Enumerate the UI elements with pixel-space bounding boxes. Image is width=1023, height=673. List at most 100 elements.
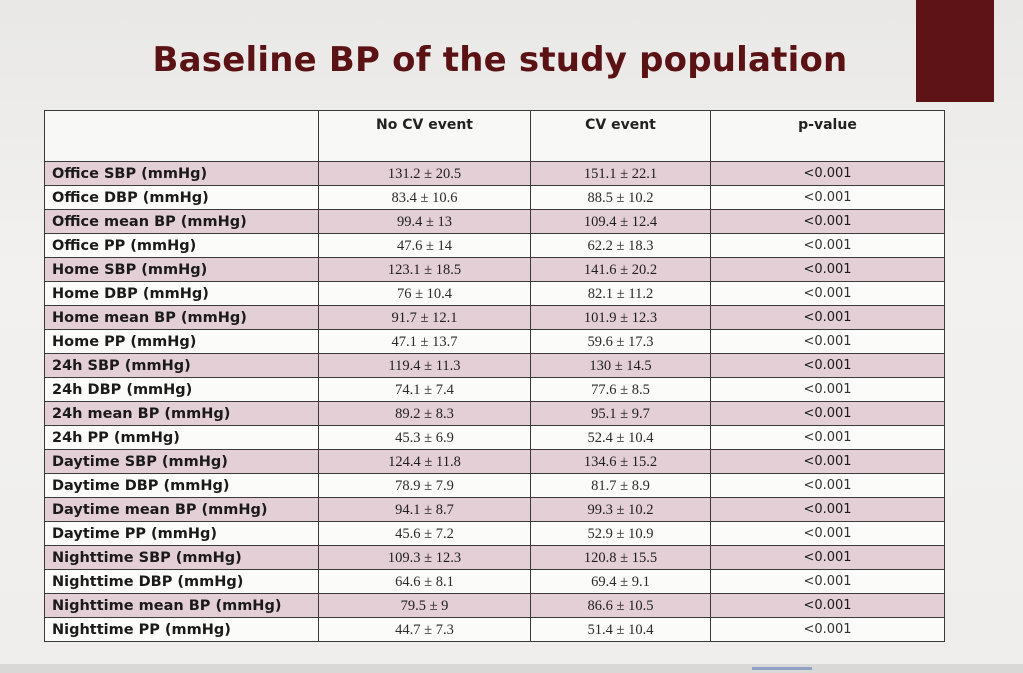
- p-value: <0.001: [710, 305, 945, 330]
- cv-value: 95.1 ± 9.7: [530, 401, 711, 426]
- cv-value: 82.1 ± 11.2: [530, 281, 711, 306]
- no-cv-value: 99.4 ± 13: [318, 209, 531, 234]
- table-row: Home mean BP (mmHg) 91.7 ± 12.1 101.9 ± …: [44, 305, 945, 330]
- cv-value: 77.6 ± 8.5: [530, 377, 711, 402]
- no-cv-value: 47.1 ± 13.7: [318, 329, 531, 354]
- row-label: Office DBP (mmHg): [44, 185, 319, 210]
- table-row: Office mean BP (mmHg) 99.4 ± 13 109.4 ± …: [44, 209, 945, 234]
- table-row: Daytime SBP (mmHg) 124.4 ± 11.8 134.6 ± …: [44, 449, 945, 474]
- no-cv-value: 94.1 ± 8.7: [318, 497, 531, 522]
- table-row: 24h mean BP (mmHg) 89.2 ± 8.3 95.1 ± 9.7…: [44, 401, 945, 426]
- p-value: <0.001: [710, 377, 945, 402]
- cv-value: 99.3 ± 10.2: [530, 497, 711, 522]
- p-value: <0.001: [710, 617, 945, 642]
- p-value: <0.001: [710, 593, 945, 618]
- table-header-row: No CV event CV event p-value: [44, 110, 945, 162]
- p-value: <0.001: [710, 401, 945, 426]
- bottom-mark: [752, 667, 812, 670]
- row-label: Nighttime mean BP (mmHg): [44, 593, 319, 618]
- no-cv-value: 78.9 ± 7.9: [318, 473, 531, 498]
- row-label: Daytime PP (mmHg): [44, 521, 319, 546]
- p-value: <0.001: [710, 257, 945, 282]
- row-label: Home mean BP (mmHg): [44, 305, 319, 330]
- row-label: Office PP (mmHg): [44, 233, 319, 258]
- row-label: 24h DBP (mmHg): [44, 377, 319, 402]
- cv-value: 86.6 ± 10.5: [530, 593, 711, 618]
- p-value: <0.001: [710, 425, 945, 450]
- p-value: <0.001: [710, 473, 945, 498]
- header-p-value: p-value: [710, 110, 945, 162]
- table-row: 24h DBP (mmHg) 74.1 ± 7.4 77.6 ± 8.5 <0.…: [44, 377, 945, 402]
- table-row: 24h SBP (mmHg) 119.4 ± 11.3 130 ± 14.5 <…: [44, 353, 945, 378]
- no-cv-value: 47.6 ± 14: [318, 233, 531, 258]
- p-value: <0.001: [710, 569, 945, 594]
- p-value: <0.001: [710, 545, 945, 570]
- bp-table: No CV event CV event p-value Office SBP …: [44, 110, 945, 642]
- table-row: Home DBP (mmHg) 76 ± 10.4 82.1 ± 11.2 <0…: [44, 281, 945, 306]
- no-cv-value: 123.1 ± 18.5: [318, 257, 531, 282]
- table-row: Office SBP (mmHg) 131.2 ± 20.5 151.1 ± 2…: [44, 161, 945, 186]
- row-label: Home SBP (mmHg): [44, 257, 319, 282]
- p-value: <0.001: [710, 497, 945, 522]
- table-row: Daytime PP (mmHg) 45.6 ± 7.2 52.9 ± 10.9…: [44, 521, 945, 546]
- cv-value: 69.4 ± 9.1: [530, 569, 711, 594]
- table-body: Office SBP (mmHg) 131.2 ± 20.5 151.1 ± 2…: [44, 161, 945, 642]
- row-label: Daytime DBP (mmHg): [44, 473, 319, 498]
- cv-value: 52.4 ± 10.4: [530, 425, 711, 450]
- no-cv-value: 64.6 ± 8.1: [318, 569, 531, 594]
- cv-value: 101.9 ± 12.3: [530, 305, 711, 330]
- table-row: Office DBP (mmHg) 83.4 ± 10.6 88.5 ± 10.…: [44, 185, 945, 210]
- header-no-cv-event: No CV event: [318, 110, 531, 162]
- cv-value: 109.4 ± 12.4: [530, 209, 711, 234]
- no-cv-value: 124.4 ± 11.8: [318, 449, 531, 474]
- row-label: Daytime mean BP (mmHg): [44, 497, 319, 522]
- table-row: Nighttime SBP (mmHg) 109.3 ± 12.3 120.8 …: [44, 545, 945, 570]
- table-row: Home SBP (mmHg) 123.1 ± 18.5 141.6 ± 20.…: [44, 257, 945, 282]
- table-row: Nighttime mean BP (mmHg) 79.5 ± 9 86.6 ±…: [44, 593, 945, 618]
- table-row: Nighttime PP (mmHg) 44.7 ± 7.3 51.4 ± 10…: [44, 617, 945, 642]
- no-cv-value: 83.4 ± 10.6: [318, 185, 531, 210]
- no-cv-value: 44.7 ± 7.3: [318, 617, 531, 642]
- table-row: Home PP (mmHg) 47.1 ± 13.7 59.6 ± 17.3 <…: [44, 329, 945, 354]
- header-empty: [44, 110, 319, 162]
- row-label: 24h PP (mmHg): [44, 425, 319, 450]
- p-value: <0.001: [710, 185, 945, 210]
- row-label: 24h SBP (mmHg): [44, 353, 319, 378]
- no-cv-value: 89.2 ± 8.3: [318, 401, 531, 426]
- no-cv-value: 45.6 ± 7.2: [318, 521, 531, 546]
- row-label: Home DBP (mmHg): [44, 281, 319, 306]
- table-row: Nighttime DBP (mmHg) 64.6 ± 8.1 69.4 ± 9…: [44, 569, 945, 594]
- cv-value: 120.8 ± 15.5: [530, 545, 711, 570]
- header-cv-event: CV event: [530, 110, 711, 162]
- no-cv-value: 45.3 ± 6.9: [318, 425, 531, 450]
- no-cv-value: 109.3 ± 12.3: [318, 545, 531, 570]
- row-label: Nighttime DBP (mmHg): [44, 569, 319, 594]
- no-cv-value: 91.7 ± 12.1: [318, 305, 531, 330]
- no-cv-value: 131.2 ± 20.5: [318, 161, 531, 186]
- p-value: <0.001: [710, 233, 945, 258]
- row-label: Office SBP (mmHg): [44, 161, 319, 186]
- p-value: <0.001: [710, 209, 945, 234]
- no-cv-value: 76 ± 10.4: [318, 281, 531, 306]
- p-value: <0.001: [710, 161, 945, 186]
- row-label: 24h mean BP (mmHg): [44, 401, 319, 426]
- table-row: 24h PP (mmHg) 45.3 ± 6.9 52.4 ± 10.4 <0.…: [44, 425, 945, 450]
- cv-value: 151.1 ± 22.1: [530, 161, 711, 186]
- p-value: <0.001: [710, 281, 945, 306]
- table-row: Daytime DBP (mmHg) 78.9 ± 7.9 81.7 ± 8.9…: [44, 473, 945, 498]
- slide-title: Baseline BP of the study population: [152, 40, 848, 80]
- row-label: Nighttime PP (mmHg): [44, 617, 319, 642]
- bottom-strip: [0, 664, 1023, 673]
- p-value: <0.001: [710, 329, 945, 354]
- row-label: Nighttime SBP (mmHg): [44, 545, 319, 570]
- accent-block: [916, 0, 994, 102]
- p-value: <0.001: [710, 449, 945, 474]
- cv-value: 88.5 ± 10.2: [530, 185, 711, 210]
- cv-value: 51.4 ± 10.4: [530, 617, 711, 642]
- row-label: Daytime SBP (mmHg): [44, 449, 319, 474]
- table-row: Office PP (mmHg) 47.6 ± 14 62.2 ± 18.3 <…: [44, 233, 945, 258]
- cv-value: 52.9 ± 10.9: [530, 521, 711, 546]
- table-row: Daytime mean BP (mmHg) 94.1 ± 8.7 99.3 ±…: [44, 497, 945, 522]
- p-value: <0.001: [710, 353, 945, 378]
